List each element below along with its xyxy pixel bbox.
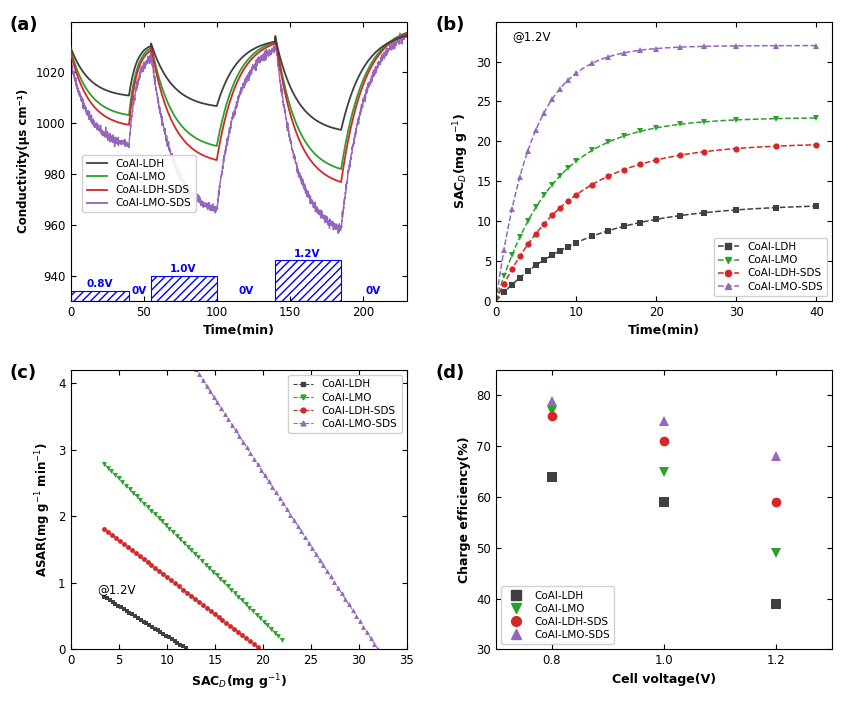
Legend: CoAl-LDH, CoAl-LMO, CoAl-LDH-SDS, CoAl-LMO-SDS: CoAl-LDH, CoAl-LMO, CoAl-LDH-SDS, CoAl-L… (714, 238, 827, 296)
Text: 0V: 0V (132, 286, 147, 296)
Text: 1.0V: 1.0V (170, 264, 196, 274)
X-axis label: Time(min): Time(min) (628, 324, 700, 337)
Bar (275, 260, 341, 301)
Legend: CoAl-LDH, CoAl-LMO, CoAl-LDH-SDS, CoAl-LMO-SDS: CoAl-LDH, CoAl-LMO, CoAl-LDH-SDS, CoAl-L… (501, 586, 615, 644)
Y-axis label: SAC$_D$(mg g$^{-1}$): SAC$_D$(mg g$^{-1}$) (451, 113, 470, 209)
Text: 1.2V: 1.2V (295, 249, 321, 259)
X-axis label: Cell voltage(V): Cell voltage(V) (612, 673, 717, 686)
Legend: CoAl-LDH, CoAl-LMO, CoAl-LDH-SDS, CoAl-LMO-SDS: CoAl-LDH, CoAl-LMO, CoAl-LDH-SDS, CoAl-L… (289, 375, 402, 433)
Text: 0V: 0V (239, 286, 254, 296)
Y-axis label: Charge efficiency(%): Charge efficiency(%) (458, 436, 470, 583)
Text: (c): (c) (10, 364, 37, 382)
Bar (151, 276, 216, 301)
Text: (a): (a) (10, 16, 38, 34)
Y-axis label: Conductivity(μs cm⁻¹): Conductivity(μs cm⁻¹) (17, 89, 31, 233)
Bar (70, 291, 129, 301)
Text: 0V: 0V (366, 286, 381, 296)
Legend: CoAl-LDH, CoAl-LMO, CoAl-LDH-SDS, CoAl-LMO-SDS: CoAl-LDH, CoAl-LMO, CoAl-LDH-SDS, CoAl-L… (82, 155, 195, 213)
Text: @1.2V: @1.2V (98, 584, 136, 596)
Text: @1.2V: @1.2V (513, 30, 551, 43)
Text: (b): (b) (436, 16, 464, 34)
Text: (d): (d) (436, 364, 464, 382)
X-axis label: SAC$_D$(mg g$^{-1}$): SAC$_D$(mg g$^{-1}$) (191, 673, 287, 692)
X-axis label: Time(min): Time(min) (203, 324, 275, 337)
Y-axis label: ASAR(mg g$^{-1}$ min$^{-1}$): ASAR(mg g$^{-1}$ min$^{-1}$) (33, 442, 53, 577)
Text: 0.8V: 0.8V (87, 279, 113, 289)
